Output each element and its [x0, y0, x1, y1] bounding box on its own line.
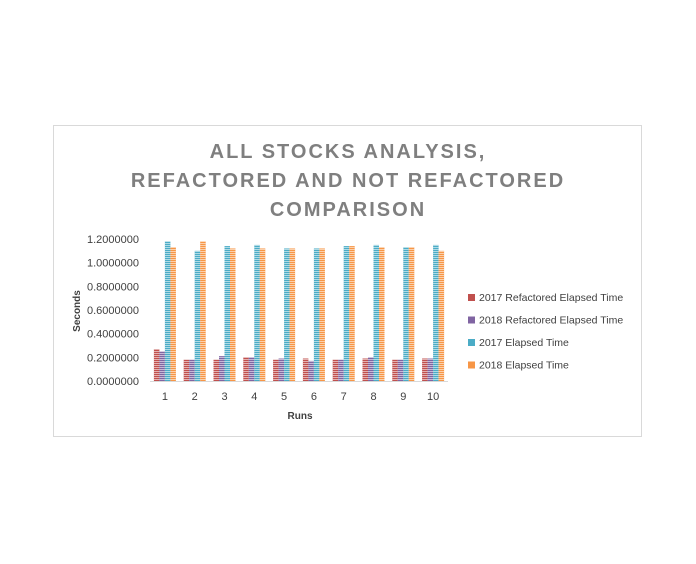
- bar-stripe-overlay: [153, 349, 160, 381]
- bar-stripe-overlay: [243, 357, 249, 381]
- legend-swatch-2: [468, 316, 475, 324]
- chart-title-line-2: REFACTORED AND NOT REFACTORED: [131, 170, 565, 192]
- bar-stripe-overlay: [349, 246, 355, 381]
- y-tick-label: 1.0000000: [87, 258, 139, 270]
- bar-stripe-overlay: [397, 359, 404, 381]
- legend-label-3: 2017 Elapsed Time: [479, 337, 569, 349]
- bar-stripe-overlay: [183, 359, 190, 381]
- bar-stripe-overlay: [368, 357, 374, 381]
- bar-stripe-overlay: [273, 359, 279, 381]
- bar-stripe-overlay: [189, 359, 195, 381]
- bar-stripe-overlay: [422, 358, 428, 381]
- bar-stripe-overlay: [159, 351, 165, 381]
- legend-swatch-3: [468, 339, 475, 346]
- bar-stripe-overlay: [362, 358, 368, 381]
- y-tick-label: 0.0000000: [87, 376, 139, 388]
- x-tick-label: 9: [400, 391, 406, 403]
- y-tick-label: 0.2000000: [87, 352, 139, 364]
- x-axis-ticks: 1 2 3 4 5 6 7 8 9 10: [162, 391, 439, 403]
- legend-swatch-4: [468, 361, 475, 369]
- y-tick-label: 0.4000000: [87, 329, 139, 341]
- legend-swatch-1: [468, 294, 475, 301]
- bar-stripe-overlay: [403, 247, 409, 381]
- bar-stripe-overlay: [338, 359, 344, 381]
- bar-stripe-overlay: [308, 360, 314, 381]
- bar-stripe-overlay: [164, 241, 171, 381]
- bar-stripe-overlay: [433, 244, 439, 381]
- y-tick-label: 1.2000000: [87, 234, 139, 246]
- legend-label-2: 2018 Refactored Elapsed Time: [479, 315, 623, 327]
- y-tick-label: 0.8000000: [87, 281, 139, 293]
- bar-stripe-overlay: [332, 359, 339, 381]
- x-tick-label: 2: [192, 391, 198, 403]
- x-tick-label: 4: [251, 391, 257, 403]
- bar-stripe-overlay: [379, 247, 385, 381]
- chart-title: ALL STOCKS ANALYSIS, REFACTORED AND NOT …: [131, 141, 565, 221]
- bar-stripe-overlay: [230, 248, 236, 381]
- x-tick-label: 10: [427, 391, 439, 403]
- bar-stripe-overlay: [438, 250, 445, 381]
- bar-stripe-overlay: [278, 358, 285, 381]
- bar-stripe-overlay: [194, 250, 201, 381]
- bar-stripe-overlay: [254, 244, 260, 381]
- bar-stripe-overlay: [343, 246, 350, 381]
- x-tick-label: 8: [370, 391, 376, 403]
- bar-stripe-overlay: [224, 246, 230, 381]
- y-axis-ticks: 0.0000000 0.2000000 0.4000000 0.6000000 0.80…: [87, 234, 139, 388]
- x-tick-label: 3: [221, 391, 227, 403]
- chart-title-line-1: ALL STOCKS ANALYSIS,: [210, 141, 487, 163]
- bar-stripe-overlay: [213, 359, 219, 381]
- bar-stripe-overlay: [289, 248, 296, 381]
- x-tick-label: 1: [162, 391, 168, 403]
- bar-stripe-overlay: [302, 358, 309, 381]
- legend-label-4: 2018 Elapsed Time: [479, 360, 569, 372]
- bar-stripe-overlay: [248, 357, 255, 381]
- bar-stripe-overlay: [284, 248, 290, 381]
- y-tick-label: 0.6000000: [87, 305, 139, 317]
- legend: 2017 Refactored Elapsed Time 2018 Refacto…: [468, 292, 623, 372]
- bar-stripe-overlay: [319, 248, 325, 381]
- bar-stripe-overlay: [427, 358, 434, 381]
- x-tick-label: 6: [311, 391, 317, 403]
- chart-title-line-3: COMPARISON: [270, 199, 426, 221]
- x-tick-label: 5: [281, 391, 287, 403]
- bar-stripe-overlay: [313, 248, 320, 381]
- bar-stripe-overlay: [219, 356, 225, 381]
- bar-stripe-overlay: [408, 247, 415, 381]
- bar-stripe-overlay: [392, 359, 398, 381]
- bar-stripe-overlay: [170, 247, 176, 381]
- x-tick-label: 7: [341, 391, 347, 403]
- y-axis-title: Seconds: [72, 290, 83, 332]
- legend-label-1: 2017 Refactored Elapsed Time: [479, 292, 623, 304]
- bars: [153, 241, 445, 381]
- x-axis-title: Runs: [288, 411, 313, 422]
- bar-stripe-overlay: [259, 248, 266, 381]
- bar-stripe-overlay: [373, 244, 379, 381]
- bar-stripe-overlay: [200, 241, 206, 381]
